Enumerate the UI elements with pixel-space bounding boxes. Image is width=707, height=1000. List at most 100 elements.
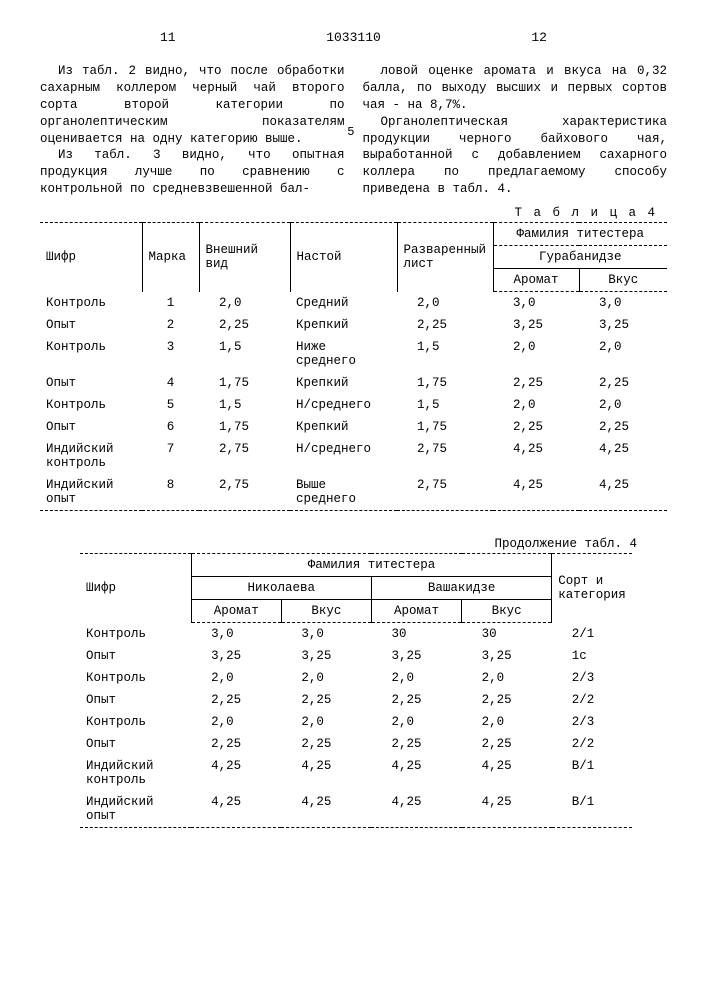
cell: Контроль [80, 711, 191, 733]
cell: 2,25 [462, 689, 552, 711]
cell: 2,25 [493, 372, 579, 394]
cell: 3,0 [493, 292, 579, 315]
cell: 2,0 [191, 667, 281, 689]
t4-h-shifr: Шифр [40, 223, 142, 292]
cell: 2,25 [281, 733, 371, 755]
cell: 2,25 [462, 733, 552, 755]
cell: 2,0 [462, 711, 552, 733]
cell: 5 [142, 394, 199, 416]
t4-h-nastoy: Настой [290, 223, 397, 292]
para-l1: Из табл. 2 видно, что после обработки са… [40, 63, 345, 147]
cell: 1 [142, 292, 199, 315]
t4b-h-v2: Вкус [462, 600, 552, 623]
cell: 4,25 [462, 755, 552, 791]
table-row: Опыт3,253,253,253,251с [80, 645, 632, 667]
t4b-h-a2: Аромат [371, 600, 461, 623]
table-row: Контроль2,02,02,02,02/3 [80, 711, 632, 733]
cell: Индийский опыт [80, 791, 191, 828]
table-row: Контроль12,0Средний2,03,03,0 [40, 292, 667, 315]
cell: 3,0 [191, 623, 281, 646]
table4-caption: Т а б л и ц а 4 [40, 206, 657, 220]
cell: 2,0 [281, 667, 371, 689]
line-marker-5: 5 [347, 125, 354, 139]
cell: 4,25 [281, 791, 371, 828]
cell: 2,25 [579, 372, 667, 394]
cell: 3,0 [579, 292, 667, 315]
cell: 2,0 [371, 711, 461, 733]
cell: Крепкий [290, 416, 397, 438]
table-row: Контроль31,5Ниже среднего1,52,02,0 [40, 336, 667, 372]
cell: 4,25 [462, 791, 552, 828]
cell: 3,25 [191, 645, 281, 667]
cell: 2,75 [199, 438, 290, 474]
cell: Крепкий [290, 372, 397, 394]
t4b-h-fam: Фамилия титестера [191, 554, 552, 577]
page-numbers: 11 1033110 12 [40, 30, 667, 45]
t4b-h-shifr: Шифр [80, 554, 191, 623]
t4b-h-vash: Вашакидзе [371, 577, 551, 600]
cell: Опыт [40, 416, 142, 438]
para-r2: Органолептическая характеристика продукц… [363, 114, 668, 198]
cell: 2,25 [281, 689, 371, 711]
cell: 2,75 [199, 474, 290, 511]
table4-cont-caption: Продолжение табл. 4 [40, 537, 637, 551]
cell: 2 [142, 314, 199, 336]
table-row: Опыт2,252,252,252,252/2 [80, 733, 632, 755]
table-row: Контроль2,02,02,02,02/3 [80, 667, 632, 689]
right-column: ловой оценке аромата и вкуса на 0,32 бал… [363, 63, 668, 198]
cell: Выше среднего [290, 474, 397, 511]
cell: 1,5 [397, 336, 493, 372]
cell: В/1 [552, 755, 632, 791]
cell: 2,0 [397, 292, 493, 315]
cell: Н/среднего [290, 438, 397, 474]
table-row: Индийский контроль72,75Н/среднего2,754,2… [40, 438, 667, 474]
cell: 2,25 [397, 314, 493, 336]
cell: 1,5 [397, 394, 493, 416]
table-row: Индийский контроль4,254,254,254,25В/1 [80, 755, 632, 791]
cell: 2/1 [552, 623, 632, 646]
cell: Контроль [40, 336, 142, 372]
cell: 1,75 [397, 372, 493, 394]
cell: 1,5 [199, 336, 290, 372]
cell: Н/среднего [290, 394, 397, 416]
t4-h-fam: Фамилия титестера [493, 223, 667, 246]
table-row: Индийский опыт4,254,254,254,25В/1 [80, 791, 632, 828]
t4b-h-a1: Аромат [191, 600, 281, 623]
cell: 2,25 [493, 416, 579, 438]
cell: 4,25 [371, 755, 461, 791]
cell: 1,75 [199, 372, 290, 394]
cell: 3,25 [371, 645, 461, 667]
cell: 2,25 [371, 733, 461, 755]
cell: Крепкий [290, 314, 397, 336]
t4b-h-nik: Николаева [191, 577, 371, 600]
cell: 2,0 [579, 336, 667, 372]
cell: 3,25 [579, 314, 667, 336]
cell: 2,0 [493, 394, 579, 416]
t4-h-vkus: Вкус [579, 269, 667, 292]
cell: 2/3 [552, 667, 632, 689]
cell: 2,25 [199, 314, 290, 336]
table-row: Опыт61,75Крепкий1,752,252,25 [40, 416, 667, 438]
table-4b: Шифр Фамилия титестера Сорт и категория … [80, 553, 632, 836]
cell: Опыт [80, 645, 191, 667]
cell: 2,0 [191, 711, 281, 733]
cell: 4,25 [191, 791, 281, 828]
table-row: Контроль3,03,030302/1 [80, 623, 632, 646]
table-4: Шифр Марка Внешний вид Настой Разваренны… [40, 222, 667, 519]
cell: 8 [142, 474, 199, 511]
cell: 2,25 [191, 689, 281, 711]
cell: 3 [142, 336, 199, 372]
cell: 2,0 [462, 667, 552, 689]
cell: Контроль [40, 394, 142, 416]
cell: 2,25 [579, 416, 667, 438]
cell: Индийский контроль [80, 755, 191, 791]
cell: Опыт [80, 733, 191, 755]
t4b-h-v1: Вкус [281, 600, 371, 623]
cell: Опыт [40, 314, 142, 336]
cell: Опыт [40, 372, 142, 394]
cell: Контроль [40, 292, 142, 315]
t4-h-gur: Гурабанидзе [493, 246, 667, 269]
table-row: Опыт22,25Крепкий2,253,253,25 [40, 314, 667, 336]
cell: 2,0 [199, 292, 290, 315]
page-left: 11 [160, 30, 176, 45]
